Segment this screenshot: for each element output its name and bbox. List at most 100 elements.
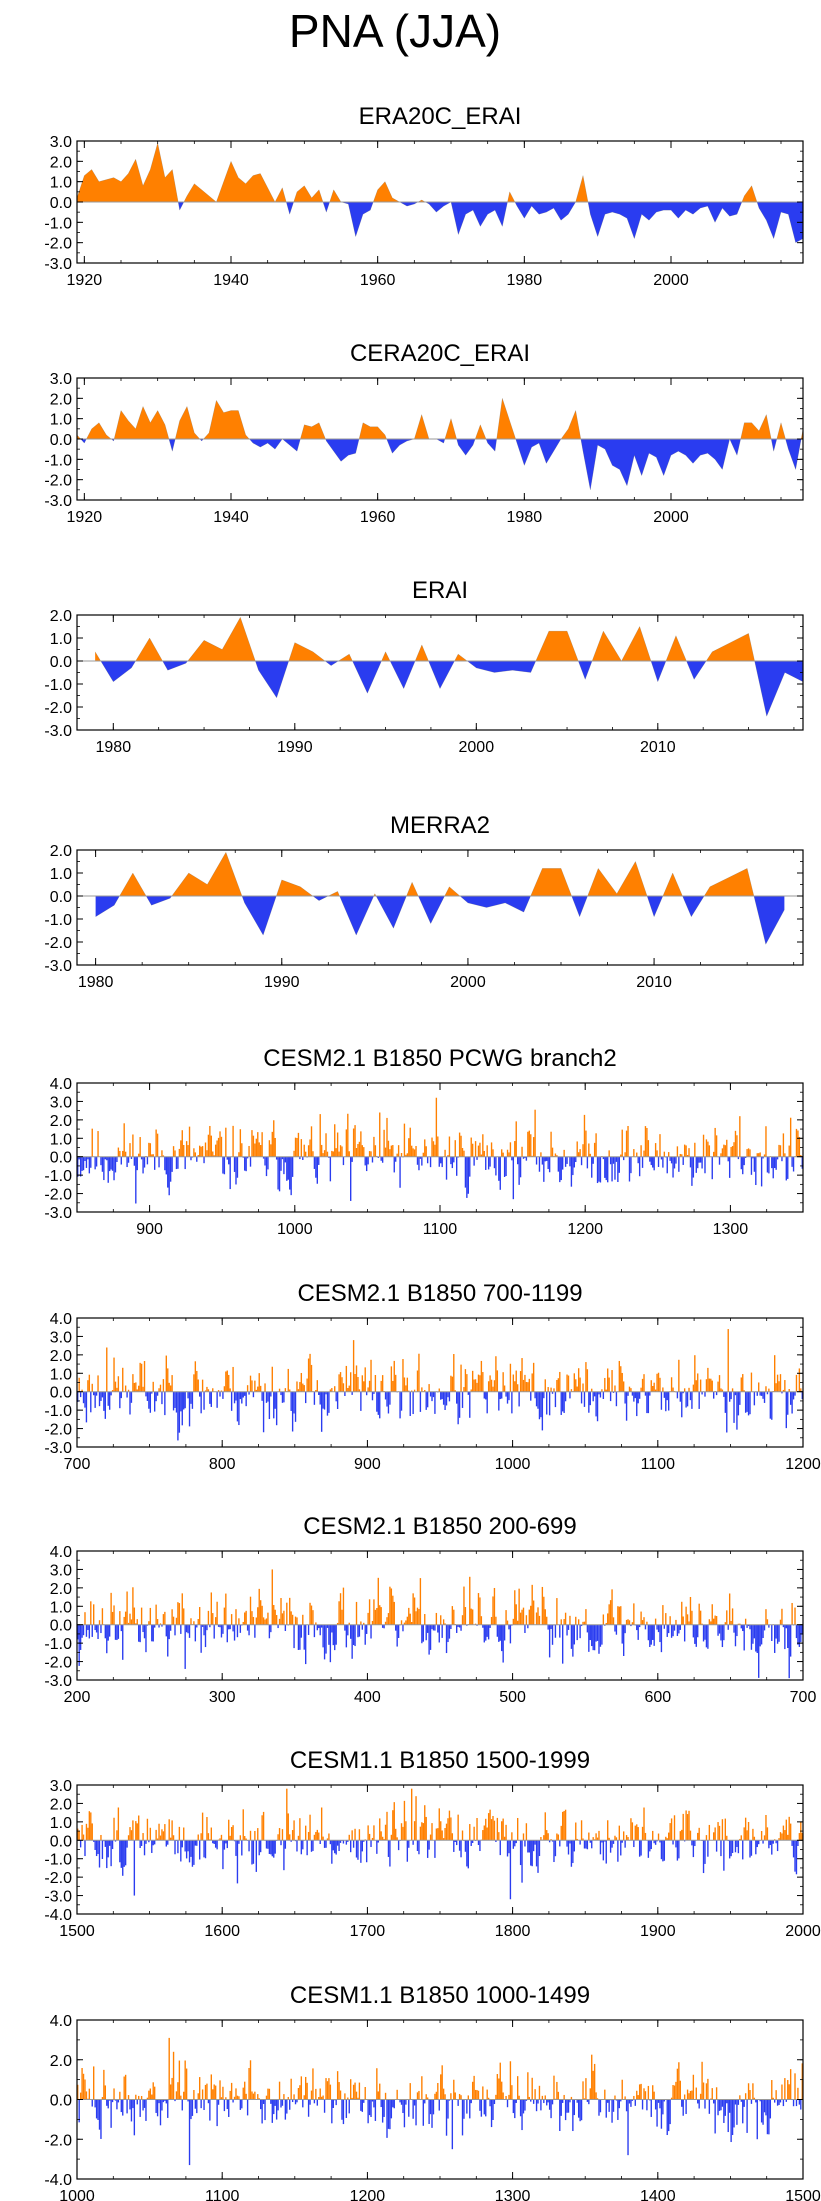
y-tick-label: 2.0 [50, 2053, 72, 2070]
positive-area [77, 398, 803, 439]
x-tick-label: 1300 [495, 2188, 531, 2201]
plot-frame [76, 1317, 804, 1448]
y-tick-label: -3.0 [44, 256, 72, 273]
panel-data [77, 1788, 803, 1900]
x-tick-label: 1200 [785, 1456, 821, 1473]
x-tick-label: 1980 [507, 272, 543, 289]
y-tick-label: 1.0 [50, 1131, 72, 1148]
x-tick-label: 2000 [653, 509, 689, 526]
y-tick-label: -2.0 [44, 1870, 72, 1887]
x-tick-label: 1000 [59, 2188, 95, 2201]
y-tick-label: 4.0 [50, 1076, 72, 1093]
y-tick-label: -1.0 [44, 1168, 72, 1185]
x-tick-label: 1960 [360, 509, 396, 526]
y-tick-label: -1.0 [44, 452, 72, 469]
y-tick-label: 3.0 [50, 1094, 72, 1111]
x-tick-label: 1940 [213, 272, 249, 289]
panel-title: ERAI [412, 577, 468, 604]
y-tick-label: -2.0 [44, 1187, 72, 1204]
y-tick-label: 0.0 [50, 1385, 72, 1402]
y-tick-label: 0.0 [50, 1150, 72, 1167]
negative-area [77, 202, 803, 243]
y-tick-label: 2.0 [50, 843, 72, 860]
negative-area [77, 439, 803, 490]
panel-data [77, 398, 803, 490]
x-tick-label: 1920 [67, 272, 103, 289]
y-tick-label: -1.0 [44, 677, 72, 694]
panel-title: ERA20C_ERAI [359, 103, 522, 130]
y-tick-label: -4.0 [44, 1907, 72, 1924]
x-tick-label: 1940 [213, 509, 249, 526]
x-tick-label: 1600 [204, 1923, 240, 1940]
panel-data [77, 2037, 803, 2166]
y-tick-label: 2.0 [50, 1348, 72, 1365]
y-tick-label: -2.0 [44, 473, 72, 490]
y-tick-label: -2.0 [44, 1422, 72, 1439]
x-tick-label: 1100 [423, 1221, 458, 1238]
y-tick-label: 1.0 [50, 631, 72, 648]
x-tick-label: 2000 [450, 974, 486, 991]
y-tick-label: 2.0 [50, 608, 72, 625]
positive-area [95, 852, 785, 896]
x-tick-label: 300 [209, 1689, 236, 1706]
x-tick-label: 1200 [350, 2188, 386, 2201]
x-tick-label: 800 [209, 1456, 236, 1473]
panel-data [77, 142, 803, 243]
panel-title: CESM2.1 B1850 200-699 [303, 1513, 577, 1540]
x-tick-label: 500 [499, 1689, 526, 1706]
panel-title: CESM2.1 B1850 PCWG branch2 [263, 1045, 617, 1072]
y-tick-label: 1.0 [50, 412, 72, 429]
panel-4: 4.03.0 2.01.0 0.0-1.0 -2.0-3.0 900 1000 1100 12… [44, 1045, 804, 1238]
y-tick-label: -3.0 [44, 493, 72, 510]
x-tick-label: 400 [354, 1689, 381, 1706]
x-tick-label: 1000 [277, 1221, 313, 1238]
x-tick-label: 2010 [636, 974, 672, 991]
y-tick-label: 3.0 [50, 134, 72, 151]
y-tick-label: 0.0 [50, 195, 72, 212]
panel-data [77, 1097, 803, 1204]
y-tick-label: -3.0 [44, 723, 72, 740]
y-tick-label: -3.0 [44, 1889, 72, 1906]
y-tick-label: 4.0 [50, 1311, 72, 1328]
y-tick-label: -1.0 [44, 912, 72, 929]
y-tick-label: 1.0 [50, 1815, 72, 1832]
x-tick-label: 1000 [495, 1456, 531, 1473]
positive-area [95, 617, 803, 661]
y-tick-label: -1.0 [44, 1636, 72, 1653]
x-tick-label: 1300 [713, 1221, 749, 1238]
series-line [94, 616, 803, 717]
x-tick-label: 700 [790, 1689, 817, 1706]
x-tick-label: 600 [644, 1689, 671, 1706]
y-tick-label: 1.0 [50, 1599, 72, 1616]
x-tick-label: 200 [64, 1689, 91, 1706]
y-tick-label: -2.0 [44, 236, 72, 253]
x-tick-label: 1900 [640, 1923, 676, 1940]
panel-data [94, 616, 803, 717]
x-tick-label: 1200 [567, 1221, 603, 1238]
x-tick-label: 1980 [96, 739, 132, 756]
y-tick-label: 1.0 [50, 175, 72, 192]
x-tick-label: 1400 [640, 2188, 676, 2201]
y-tick-label: -2.0 [44, 700, 72, 717]
y-tick-label: -2.0 [44, 935, 72, 952]
y-tick-label: 0.0 [50, 1618, 72, 1635]
y-tick-label: -4.0 [44, 2172, 72, 2189]
plot-frame [76, 1784, 804, 1915]
panel-data [77, 1329, 803, 1441]
x-tick-label: 1800 [495, 1923, 531, 1940]
y-tick-label: -1.0 [44, 1852, 72, 1869]
y-tick-label: -2.0 [44, 1655, 72, 1672]
x-tick-label: 1960 [360, 272, 396, 289]
panel-title: CESM1.1 B1850 1000-1499 [290, 1982, 590, 2009]
y-tick-label: 0.0 [50, 2093, 72, 2110]
x-tick-label: 1500 [59, 1923, 95, 1940]
y-tick-label: -3.0 [44, 958, 72, 975]
panel-data [95, 851, 785, 945]
y-tick-label: 0.0 [50, 432, 72, 449]
y-tick-label: 0.0 [50, 1833, 72, 1850]
x-tick-label: 1920 [67, 509, 103, 526]
